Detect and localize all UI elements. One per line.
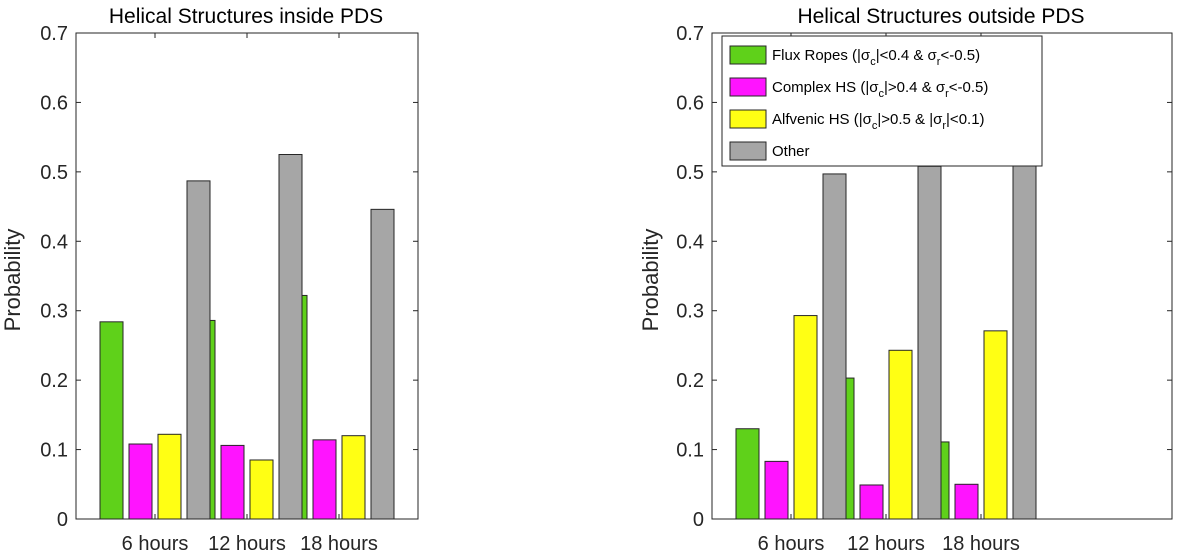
bar-alfvenic-hs — [341, 435, 366, 520]
chart-title: Helical Structures outside PDS — [797, 5, 1084, 28]
y-axis-label: Probability — [638, 229, 663, 332]
x-tick-label: 12 hours — [847, 533, 925, 555]
y-tick-label: 0.7 — [676, 23, 704, 45]
y-tick-label: 0.2 — [40, 370, 68, 392]
legend-swatch — [729, 109, 767, 129]
y-tick-label: 0.2 — [676, 370, 704, 392]
x-tick-label: 6 hours — [122, 533, 189, 555]
bar-other — [370, 208, 395, 520]
bar-alfvenic-hs — [249, 459, 274, 520]
plot-frame — [711, 32, 1173, 520]
y-tick-label: 0.6 — [40, 92, 68, 114]
bar-other — [186, 180, 211, 520]
y-tick-label: 0.6 — [676, 92, 704, 114]
x-tick-label: 18 hours — [942, 533, 1020, 555]
y-tick-label: 0.5 — [676, 162, 704, 184]
bar-complex-hs — [954, 483, 979, 520]
bar-complex-hs — [859, 484, 884, 520]
bars — [99, 154, 395, 520]
legend-swatch — [729, 141, 767, 161]
bar-complex-hs — [220, 444, 245, 520]
y-tick-labels: 0 0.1 0.2 0.3 0.4 0.5 0.6 0.7 — [676, 23, 704, 531]
y-tick-label: 0.4 — [40, 231, 68, 253]
bars — [735, 122, 1037, 520]
x-tick-label: 12 hours — [208, 533, 286, 555]
y-tick-label: 0.4 — [676, 231, 704, 253]
bar-alfvenic-hs — [157, 433, 182, 520]
y-tick-label: 0 — [693, 509, 704, 531]
legend-entry-label: Alfvenic HS (|σc|>0.5 & |σr|<0.1) — [772, 111, 985, 132]
legend-entry-label: Flux Ropes (|σc|<0.4 & σr<-0.5) — [772, 47, 980, 68]
tick-marks — [76, 32, 418, 520]
bar-other — [1012, 122, 1037, 520]
bar-complex-hs — [764, 460, 789, 520]
legend: Flux Ropes (|σc|<0.4 & σr<-0.5) Complex H… — [721, 35, 1043, 167]
bar-alfvenic-hs — [888, 349, 913, 520]
x-tick-labels: 6 hours 12 hours 18 hours — [122, 533, 378, 555]
plot-frame — [75, 32, 419, 520]
y-tick-label: 0.3 — [40, 301, 68, 323]
chart-title: Helical Structures inside PDS — [109, 5, 383, 28]
chart-inside-pds: Helical Structures inside PDS Probabilit… — [0, 5, 419, 555]
legend-entry-label: Complex HS (|σc|>0.4 & σr<-0.5) — [772, 79, 988, 100]
bar-flux-ropes — [735, 428, 760, 520]
y-tick-label: 0.7 — [40, 23, 68, 45]
x-tick-labels: 6 hours 12 hours 18 hours — [758, 533, 1020, 555]
bar-alfvenic-hs — [793, 315, 818, 520]
y-axis-label: Probability — [0, 229, 25, 332]
x-tick-label: 18 hours — [300, 533, 378, 555]
x-tick-label: 6 hours — [758, 533, 825, 555]
bar-complex-hs — [312, 439, 337, 520]
y-tick-label: 0.5 — [40, 162, 68, 184]
y-tick-label: 0.1 — [676, 440, 704, 462]
legend-entry-label: Other — [772, 143, 810, 160]
y-tick-label: 0 — [57, 509, 68, 531]
bar-other — [917, 165, 942, 520]
bar-other — [822, 173, 847, 520]
legend-swatch — [729, 77, 767, 97]
y-tick-label: 0.1 — [40, 440, 68, 462]
legend-box — [721, 35, 1043, 167]
bar-flux-ropes — [99, 321, 124, 520]
legend-swatch — [729, 45, 767, 65]
bar-alfvenic-hs — [983, 330, 1008, 520]
y-tick-label: 0.3 — [676, 301, 704, 323]
bar-complex-hs — [128, 443, 153, 520]
tick-marks — [712, 32, 1172, 520]
y-tick-labels: 0 0.1 0.2 0.3 0.4 0.5 0.6 0.7 — [40, 23, 68, 531]
bar-other — [278, 154, 303, 520]
chart-outside-pds: Helical Structures outside PDS Probabili… — [638, 5, 1173, 555]
